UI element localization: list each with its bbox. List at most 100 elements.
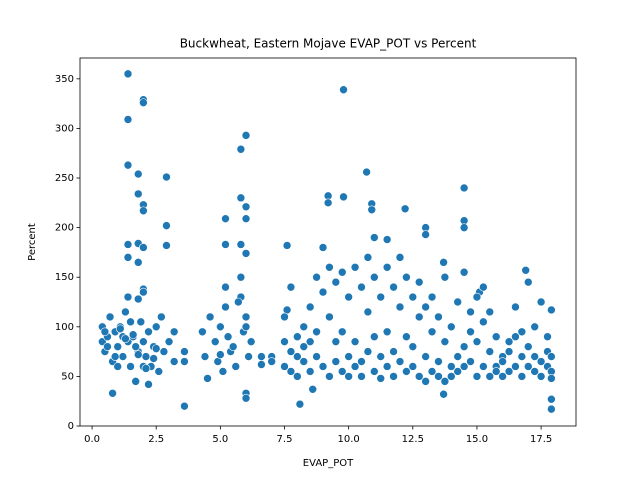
- point: [151, 344, 161, 353]
- point: [408, 342, 418, 351]
- point: [123, 160, 133, 170]
- point: [318, 287, 328, 297]
- point: [180, 347, 189, 356]
- point: [200, 352, 210, 361]
- point: [382, 327, 392, 337]
- point: [241, 131, 251, 140]
- point: [547, 394, 556, 404]
- point: [421, 352, 430, 361]
- point: [344, 292, 353, 302]
- point: [108, 388, 117, 398]
- point: [113, 362, 123, 371]
- point: [414, 312, 424, 322]
- point: [339, 192, 348, 202]
- point: [325, 372, 334, 381]
- point: [205, 312, 215, 322]
- y-axis-label: Percent: [27, 223, 38, 261]
- point: [536, 357, 546, 366]
- y-tick-label: 300: [55, 123, 74, 134]
- point: [491, 332, 501, 342]
- point: [498, 372, 507, 381]
- point: [98, 337, 107, 346]
- point: [293, 352, 302, 361]
- point: [139, 98, 148, 107]
- point: [286, 282, 296, 292]
- point: [280, 312, 289, 322]
- point: [446, 322, 456, 332]
- y-tick-label: 250: [55, 173, 74, 184]
- point: [459, 223, 469, 232]
- point: [523, 277, 533, 287]
- point: [139, 243, 148, 252]
- point: [118, 352, 128, 361]
- point: [286, 367, 296, 376]
- x-tick-label: 5.0: [212, 434, 228, 445]
- point: [337, 367, 347, 376]
- point: [472, 337, 482, 346]
- point: [257, 352, 266, 361]
- point: [331, 357, 341, 366]
- point: [144, 380, 153, 389]
- point: [234, 297, 243, 307]
- point: [395, 302, 405, 312]
- point: [363, 347, 373, 356]
- point: [312, 327, 321, 337]
- point: [440, 377, 450, 386]
- point: [241, 202, 251, 212]
- point: [370, 367, 379, 376]
- point: [363, 253, 373, 262]
- x-tick-label: 0.0: [84, 434, 100, 445]
- point: [389, 372, 398, 381]
- point: [395, 253, 405, 262]
- y-tick-label: 100: [55, 322, 74, 333]
- point: [376, 374, 386, 383]
- point: [323, 198, 333, 208]
- point: [521, 265, 531, 275]
- point: [459, 362, 469, 371]
- point: [504, 337, 514, 346]
- point: [236, 193, 246, 203]
- point: [357, 372, 366, 381]
- point: [466, 327, 475, 337]
- point: [376, 352, 386, 361]
- point: [536, 297, 546, 307]
- point: [216, 322, 225, 332]
- point: [280, 362, 289, 371]
- point: [318, 243, 328, 252]
- point: [299, 322, 309, 332]
- point: [149, 354, 158, 363]
- point: [453, 297, 463, 307]
- point: [312, 272, 321, 282]
- point: [128, 330, 138, 340]
- point: [408, 362, 418, 371]
- point: [305, 337, 315, 346]
- point: [446, 372, 456, 381]
- point: [131, 342, 140, 351]
- point: [453, 367, 463, 376]
- y-tick-label: 150: [55, 272, 74, 283]
- point: [203, 374, 212, 383]
- point: [414, 372, 424, 381]
- point: [141, 364, 151, 373]
- point: [434, 312, 443, 322]
- point: [472, 372, 482, 381]
- point: [536, 372, 546, 381]
- point: [395, 357, 405, 366]
- point: [121, 334, 130, 344]
- point: [367, 205, 377, 215]
- point: [105, 312, 115, 322]
- point: [370, 272, 379, 282]
- point: [231, 362, 241, 371]
- point: [402, 332, 411, 342]
- point: [236, 272, 246, 282]
- point: [466, 357, 475, 366]
- point: [123, 115, 133, 124]
- point: [241, 312, 251, 322]
- point: [241, 214, 251, 223]
- point: [299, 342, 309, 351]
- point: [547, 374, 556, 383]
- point: [446, 362, 456, 371]
- point: [472, 292, 482, 302]
- point: [246, 337, 256, 346]
- point: [293, 372, 302, 381]
